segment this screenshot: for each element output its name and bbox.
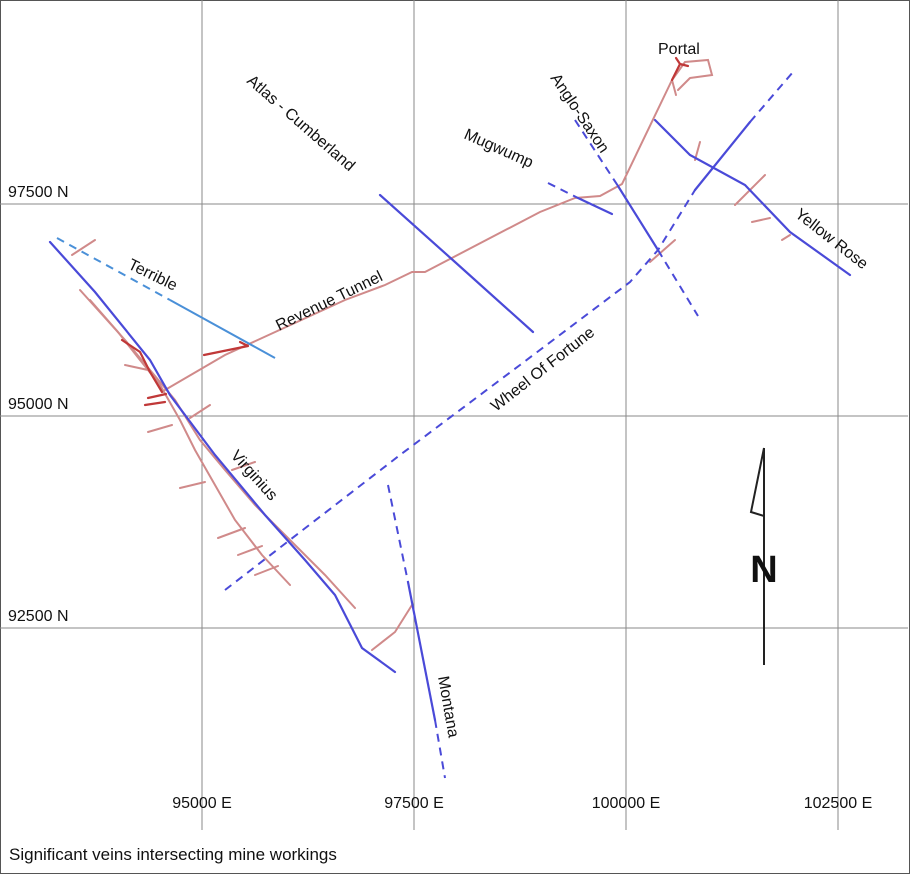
- vein-anglo-saxon-dashed-south: [657, 249, 699, 317]
- label-terrible: Terrible: [125, 256, 180, 294]
- wheel-workings: [649, 239, 676, 263]
- portal-workings: [671, 58, 714, 96]
- label-mugwump: Mugwump: [461, 126, 535, 172]
- vein-montana: [406, 580, 437, 722]
- northing-label-92500: 92500 N: [8, 608, 69, 625]
- label-revenue-tunnel: Revenue Tunnel: [273, 268, 385, 334]
- revenue-tunnel-line: [164, 79, 673, 391]
- map-caption: Significant veins intersecting mine work…: [9, 845, 337, 864]
- vein-mugwump-dashed: [547, 182, 579, 199]
- virginius-workings: [71, 239, 356, 609]
- vein-anglo-saxon: [616, 184, 660, 252]
- veins: [48, 71, 852, 779]
- label-atlas-cumberland: Atlas - Cumberland: [243, 72, 358, 175]
- label-portal: Portal: [658, 41, 700, 58]
- label-montana: Montana: [434, 675, 462, 739]
- portal-branch: [670, 56, 690, 82]
- northing-label-95000: 95000 N: [8, 396, 69, 413]
- virginius-workings-2: [89, 299, 291, 586]
- virginius-dark-workings: [120, 338, 168, 407]
- vein-yellow-rose-crossing-dashed: [749, 71, 794, 123]
- vein-wheel-of-fortune: [224, 189, 696, 591]
- grid: [0, 0, 908, 830]
- vein-virginius: [48, 240, 397, 674]
- vein-yellow-rose: [653, 118, 852, 277]
- yellow-rose-workings: [694, 141, 791, 241]
- easting-label-95000: 95000 E: [172, 795, 232, 812]
- vein-terrible-dashed: [56, 237, 171, 301]
- virginius-crosscuts: [124, 364, 279, 576]
- vein-montana-dashed-north: [387, 484, 409, 583]
- montana-workings: [371, 604, 413, 651]
- label-anglo-saxon: Anglo-Saxon: [547, 71, 612, 156]
- easting-label-97500: 97500 E: [384, 795, 444, 812]
- easting-label-102500: 102500 E: [804, 795, 873, 812]
- label-yellow-rose: Yellow Rose: [792, 206, 871, 273]
- vein-atlas-cumberland: [378, 193, 535, 334]
- north-arrow-icon: N: [749, 447, 778, 665]
- label-wheel-of-fortune: Wheel Of Fortune: [488, 324, 598, 415]
- north-arrow-letter: N: [750, 549, 777, 591]
- easting-label-100000: 100000 E: [592, 795, 661, 812]
- vein-mugwump: [576, 196, 614, 216]
- vein-terrible: [169, 299, 276, 359]
- vein-yellow-rose-crossing: [693, 120, 752, 192]
- label-virginius: Virginius: [227, 447, 281, 504]
- vein-montana-dashed-south: [434, 719, 446, 779]
- tunnel-branch-dark: [202, 340, 250, 357]
- northing-label-97500: 97500 N: [8, 184, 69, 201]
